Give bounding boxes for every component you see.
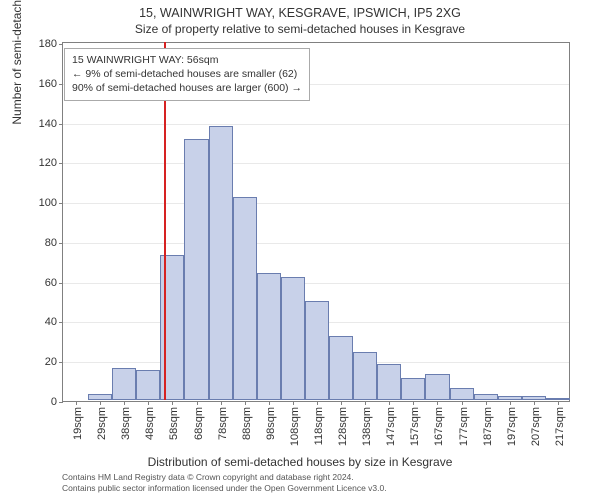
histogram-bar [498,396,522,400]
grid-line [63,203,569,204]
x-tick-label: 58sqm [168,401,180,440]
histogram-bar [136,370,160,400]
x-tick-mark [462,401,463,405]
x-axis-label: Distribution of semi-detached houses by … [0,455,600,469]
x-tick-mark [245,401,246,405]
footer-line-1: Contains HM Land Registry data © Crown c… [62,472,387,483]
x-tick-label: 19sqm [72,401,84,440]
x-tick-label: 167sqm [433,401,445,446]
x-tick-label: 78sqm [217,401,229,440]
legend-line-3: 90% of semi-detached houses are larger (… [72,81,302,95]
legend-box: 15 WAINWRIGHT WAY: 56sqm ← 9% of semi-de… [64,48,310,101]
histogram-bar [88,394,112,400]
footer-attribution: Contains HM Land Registry data © Crown c… [62,472,387,494]
x-tick-label: 217sqm [554,401,566,446]
x-tick-mark [269,401,270,405]
histogram-bar [450,388,474,400]
y-tick-mark [59,44,63,45]
x-tick-label: 98sqm [265,401,277,440]
x-tick-mark [197,401,198,405]
grid-line [63,163,569,164]
x-tick-mark [172,401,173,405]
histogram-bar [401,378,425,400]
y-tick-mark [59,163,63,164]
x-tick-mark [293,401,294,405]
x-tick-mark [534,401,535,405]
x-tick-label: 207sqm [530,401,542,446]
x-tick-mark [365,401,366,405]
x-tick-mark [341,401,342,405]
x-tick-mark [413,401,414,405]
histogram-bar [425,374,449,400]
x-tick-mark [486,401,487,405]
histogram-bar [281,277,305,400]
chart-area: 02040608010012014016018019sqm29sqm38sqm4… [62,42,570,402]
x-tick-mark [558,401,559,405]
histogram-bar [474,394,498,400]
y-tick-mark [59,243,63,244]
chart-title-sub: Size of property relative to semi-detach… [0,20,600,36]
x-tick-mark [76,401,77,405]
x-tick-mark [124,401,125,405]
histogram-bar [112,368,136,400]
y-tick-mark [59,362,63,363]
histogram-bar [329,336,353,400]
x-tick-label: 187sqm [482,401,494,446]
legend-line-2: ← 9% of semi-detached houses are smaller… [72,67,302,81]
chart-container: 15, WAINWRIGHT WAY, KESGRAVE, IPSWICH, I… [0,0,600,500]
x-tick-label: 147sqm [385,401,397,446]
histogram-bar [257,273,281,400]
x-tick-mark [221,401,222,405]
chart-title-main: 15, WAINWRIGHT WAY, KESGRAVE, IPSWICH, I… [0,0,600,20]
x-tick-mark [317,401,318,405]
histogram-bar [305,301,329,400]
y-tick-mark [59,124,63,125]
grid-line [63,243,569,244]
histogram-bar [184,139,208,400]
y-tick-mark [59,283,63,284]
x-tick-label: 157sqm [409,401,421,446]
histogram-bar [377,364,401,400]
grid-line [63,283,569,284]
y-tick-mark [59,402,63,403]
grid-line [63,124,569,125]
x-tick-label: 138sqm [361,401,373,446]
y-axis-label: Number of semi-detached properties [10,0,24,125]
x-tick-mark [100,401,101,405]
x-tick-label: 48sqm [144,401,156,440]
x-tick-label: 197sqm [506,401,518,446]
x-tick-label: 88sqm [241,401,253,440]
x-tick-label: 108sqm [289,401,301,446]
x-tick-label: 29sqm [96,401,108,440]
y-tick-mark [59,322,63,323]
histogram-bar [353,352,377,400]
x-tick-label: 38sqm [120,401,132,440]
x-tick-label: 128sqm [337,401,349,446]
footer-line-2: Contains public sector information licen… [62,483,387,494]
histogram-bar [233,197,257,400]
x-tick-mark [389,401,390,405]
x-tick-mark [510,401,511,405]
y-tick-mark [59,84,63,85]
histogram-bar [522,396,546,400]
histogram-bar [209,126,233,400]
legend-line-1: 15 WAINWRIGHT WAY: 56sqm [72,53,302,67]
x-tick-mark [437,401,438,405]
x-tick-mark [148,401,149,405]
x-tick-label: 177sqm [458,401,470,446]
histogram-bar [546,398,570,400]
x-tick-label: 118sqm [313,401,325,445]
y-tick-mark [59,203,63,204]
x-tick-label: 68sqm [193,401,205,440]
